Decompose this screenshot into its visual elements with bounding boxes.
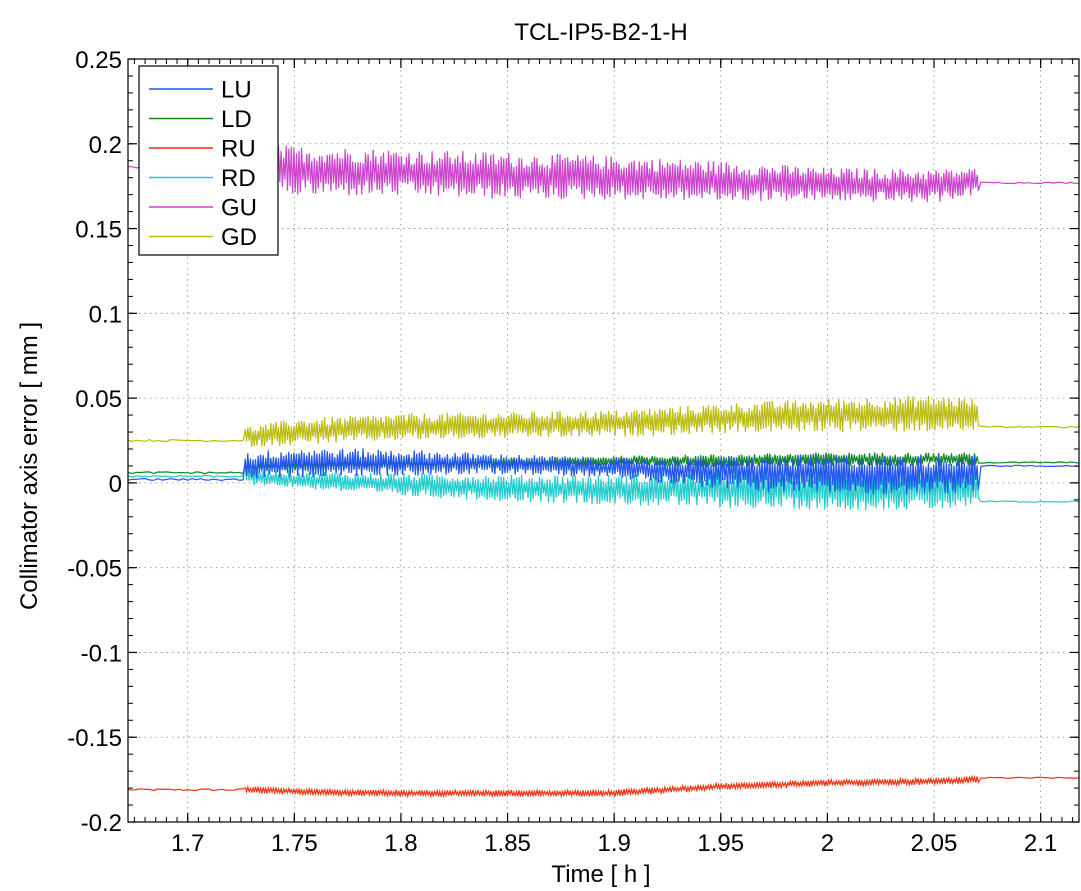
legend-label-lu: LU (221, 77, 252, 104)
series-line-rd (127, 467, 1080, 511)
legend-label-ru: RU (221, 136, 256, 163)
y-tick-label: 0.2 (89, 132, 122, 159)
series-line-gu (128, 145, 1080, 203)
y-tick-label: 0.15 (75, 217, 122, 244)
x-tick-label: 2.05 (911, 830, 958, 857)
series-line-lu (127, 448, 1080, 495)
series-line-ru (127, 774, 1080, 799)
x-tick-label: 1.75 (271, 830, 318, 857)
x-tick-label: 2.1 (1024, 830, 1057, 857)
x-tick-label: 2 (821, 830, 834, 857)
x-tick-label: 1.7 (171, 830, 204, 857)
legend-label-rd: RD (221, 165, 256, 192)
y-tick-label: -0.1 (81, 640, 122, 667)
y-tick-label: 0 (109, 471, 122, 498)
legend-label-gd: GD (221, 224, 257, 251)
series-lines (127, 145, 1080, 799)
y-axis-label: Collimator axis error [ mm ] (16, 322, 43, 610)
x-tick-label: 1.9 (597, 830, 630, 857)
x-tick-label: 1.85 (484, 830, 531, 857)
x-tick-label: 1.8 (384, 830, 417, 857)
legend-box (138, 65, 279, 256)
legend-label-gu: GU (221, 195, 257, 222)
axis-ticks: 1.7 1.75 1.8 1.85 1.9 1.95 2 2.05 2.1 0.25 0.2 0.15… (67, 47, 1079, 857)
x-axis-label: Time [ h ] (551, 861, 650, 888)
series-line-gd (127, 395, 1080, 447)
y-tick-label: -0.05 (67, 556, 122, 583)
chart-title: TCL-IP5-B2-1-H (514, 19, 687, 46)
y-tick-label: -0.2 (81, 810, 122, 837)
y-tick-label: 0.1 (89, 301, 122, 328)
y-tick-label: 0.05 (75, 386, 122, 413)
y-tick-label: -0.15 (67, 725, 122, 752)
y-tick-label: 0.25 (75, 47, 122, 74)
x-tick-label: 1.95 (697, 830, 744, 857)
legend-label-ld: LD (221, 106, 252, 133)
